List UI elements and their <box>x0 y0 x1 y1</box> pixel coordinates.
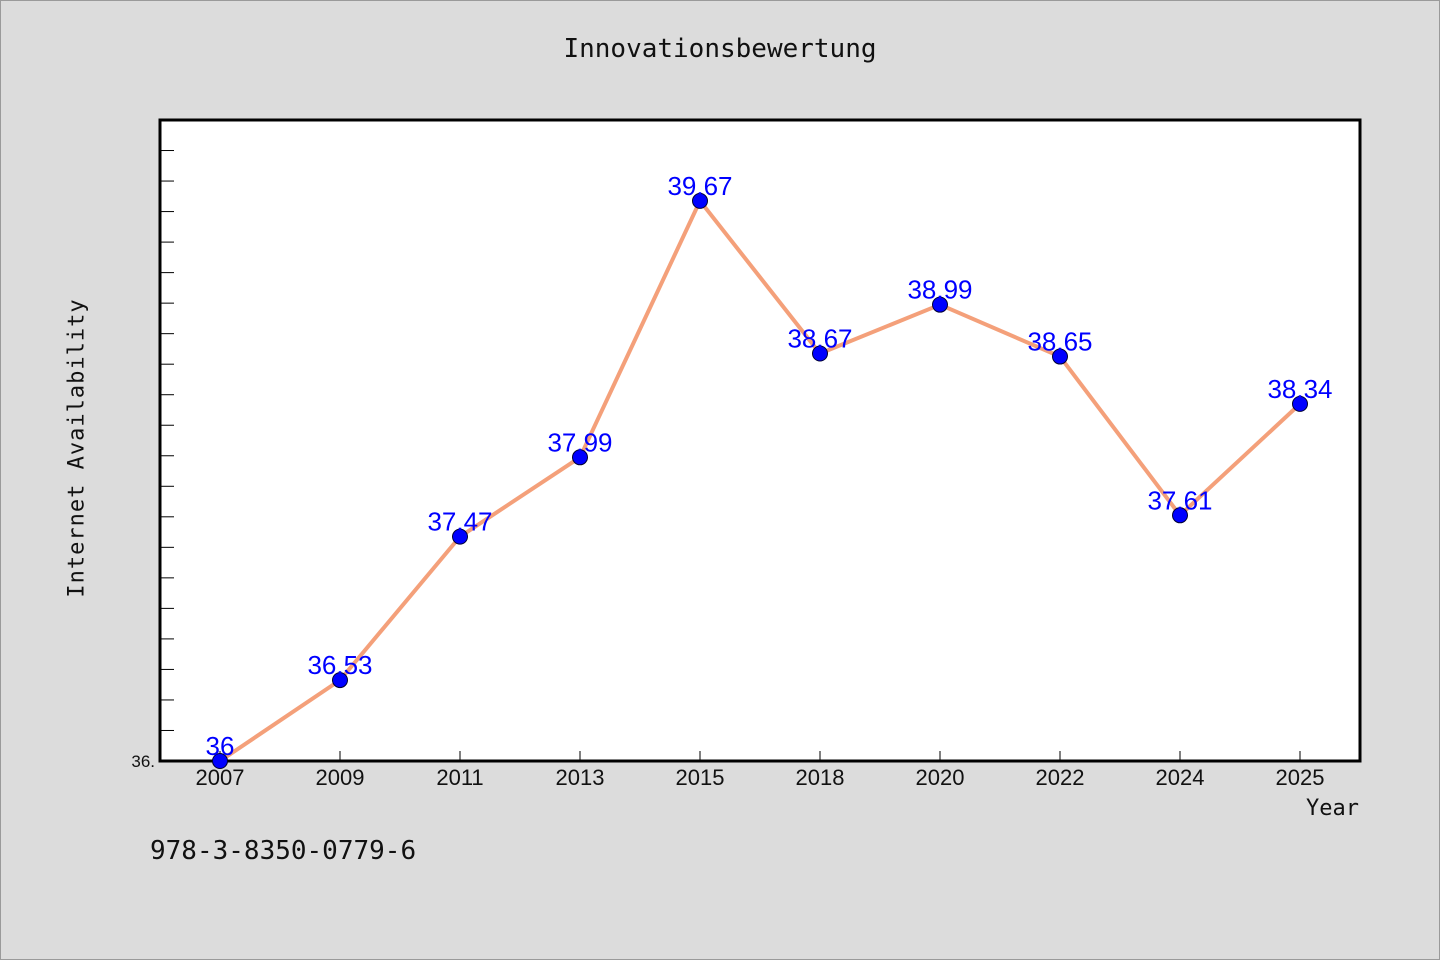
x-axis-label: Year <box>1306 796 1359 821</box>
chart-title: Innovationsbewertung <box>563 34 877 64</box>
data-label: 38.65 <box>1027 327 1092 357</box>
x-tick-label: 2009 <box>316 765 365 790</box>
data-point <box>452 528 468 545</box>
data-point <box>692 192 708 209</box>
data-point <box>1052 348 1068 365</box>
x-tick-label: 2015 <box>676 765 725 790</box>
data-label: 37.61 <box>1147 485 1212 515</box>
data-label: 37.47 <box>427 507 492 537</box>
x-tick-label: 2011 <box>436 765 483 790</box>
footer-isbn: 978-3-8350-0779-6 <box>150 836 417 866</box>
x-ticks: 2007 2009 2011 2013 2015 2018 2020 2022 2024 2025 <box>196 751 1325 790</box>
data-series <box>212 192 1308 769</box>
data-label: 36.53 <box>307 650 372 680</box>
data-label: 36 <box>206 731 235 761</box>
x-tick-label: 2024 <box>1156 765 1205 790</box>
x-tick-label: 2018 <box>796 765 845 790</box>
data-label: 38.67 <box>787 324 852 354</box>
y-min-tick-label: 36. <box>131 752 155 771</box>
data-label: 39.67 <box>667 171 732 201</box>
data-point <box>1172 507 1188 524</box>
data-label: 38.99 <box>907 275 972 305</box>
data-point <box>1292 395 1308 412</box>
series-line <box>218 198 1302 763</box>
data-point <box>932 296 948 313</box>
data-point <box>812 345 828 362</box>
data-label: 37.99 <box>547 427 612 457</box>
data-point <box>572 449 588 466</box>
x-tick-label: 2007 <box>196 765 245 790</box>
x-tick-label: 2022 <box>1036 765 1085 790</box>
data-labels: 36 36.53 37.47 37.99 39.67 38.67 38.99 38.65 37.… <box>206 171 1333 761</box>
data-point <box>332 672 348 689</box>
x-tick-label: 2020 <box>916 765 965 790</box>
y-ticks <box>160 119 174 762</box>
data-point <box>212 753 228 769</box>
x-tick-label: 2013 <box>556 765 605 790</box>
data-label: 38.34 <box>1267 374 1332 404</box>
x-tick-label: 2025 <box>1276 765 1325 790</box>
